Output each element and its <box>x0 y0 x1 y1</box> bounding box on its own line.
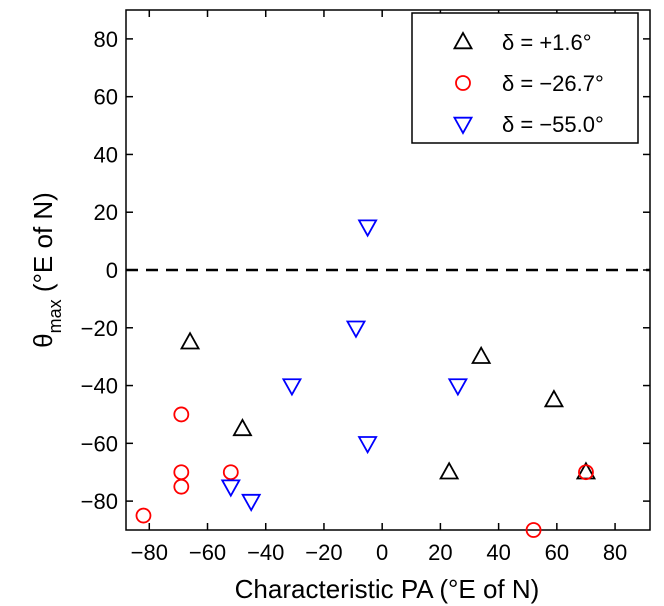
x-tick-label: 40 <box>486 540 510 565</box>
y-tick-label: −20 <box>81 316 118 341</box>
x-axis-label: Characteristic PA (°E of N) <box>235 574 540 604</box>
triangle-up-data-point <box>471 345 492 364</box>
triangle-down-data-point <box>357 219 378 238</box>
y-axis-label-subscript: max <box>45 299 65 333</box>
triangle-down-data-point <box>241 493 262 512</box>
circle-data-point <box>173 478 190 495</box>
legend: δ = +1.6° δ = −26.7° δ = −55.0° <box>411 12 639 144</box>
circle-data-point <box>222 464 239 481</box>
x-tick-label: 80 <box>603 540 627 565</box>
y-tick-label: 80 <box>94 27 118 52</box>
triangle-up-data-point <box>439 461 460 480</box>
y-axis-label-units: (°E of N) <box>28 192 58 299</box>
triangle-down-data-point <box>357 436 378 455</box>
x-tick-label: −80 <box>131 540 168 565</box>
x-tick-label: 20 <box>428 540 452 565</box>
legend-box <box>411 12 639 144</box>
legend-label: δ = −26.7° <box>502 71 604 96</box>
legend-label: δ = −55.0° <box>502 112 604 137</box>
y-tick-label: 60 <box>94 85 118 110</box>
circle-data-point <box>578 464 594 481</box>
data-points <box>135 219 597 538</box>
y-tick-label: 40 <box>94 142 118 167</box>
legend-marker <box>452 31 474 50</box>
circle-data-point <box>525 522 542 538</box>
triangle-down-data-point <box>220 479 241 498</box>
y-tick-label: −40 <box>81 374 118 399</box>
triangle-down-data-point <box>345 320 367 339</box>
circle-data-point <box>173 406 190 423</box>
y-axis: −80 −60 −40 −20 0 20 40 60 80 <box>81 27 650 514</box>
y-tick-label: 0 <box>106 258 118 283</box>
y-tick-label: −80 <box>81 489 118 514</box>
triangle-up-data-point <box>543 389 565 408</box>
x-tick-label: 0 <box>376 540 388 565</box>
y-tick-label: −60 <box>81 431 118 456</box>
legend-marker <box>452 116 474 135</box>
x-tick-label: −20 <box>305 540 342 565</box>
y-axis-label-symbol: θ <box>28 333 58 347</box>
x-axis: −80 −60 −40 −20 0 20 40 60 80 <box>131 10 627 565</box>
triangle-up-data-point <box>232 418 253 437</box>
x-tick-label: −40 <box>247 540 284 565</box>
legend-marker <box>455 75 471 91</box>
y-tick-label: 20 <box>94 200 118 225</box>
triangle-down-data-point <box>281 378 303 397</box>
legend-label: δ = +1.6° <box>502 30 592 55</box>
triangle-down-data-point <box>447 378 468 397</box>
x-tick-label: 60 <box>545 540 569 565</box>
x-tick-label: −60 <box>189 540 226 565</box>
triangle-up-data-point <box>179 331 201 350</box>
y-axis-label: θmax (°E of N) <box>28 192 65 348</box>
circle-data-point <box>135 507 152 524</box>
